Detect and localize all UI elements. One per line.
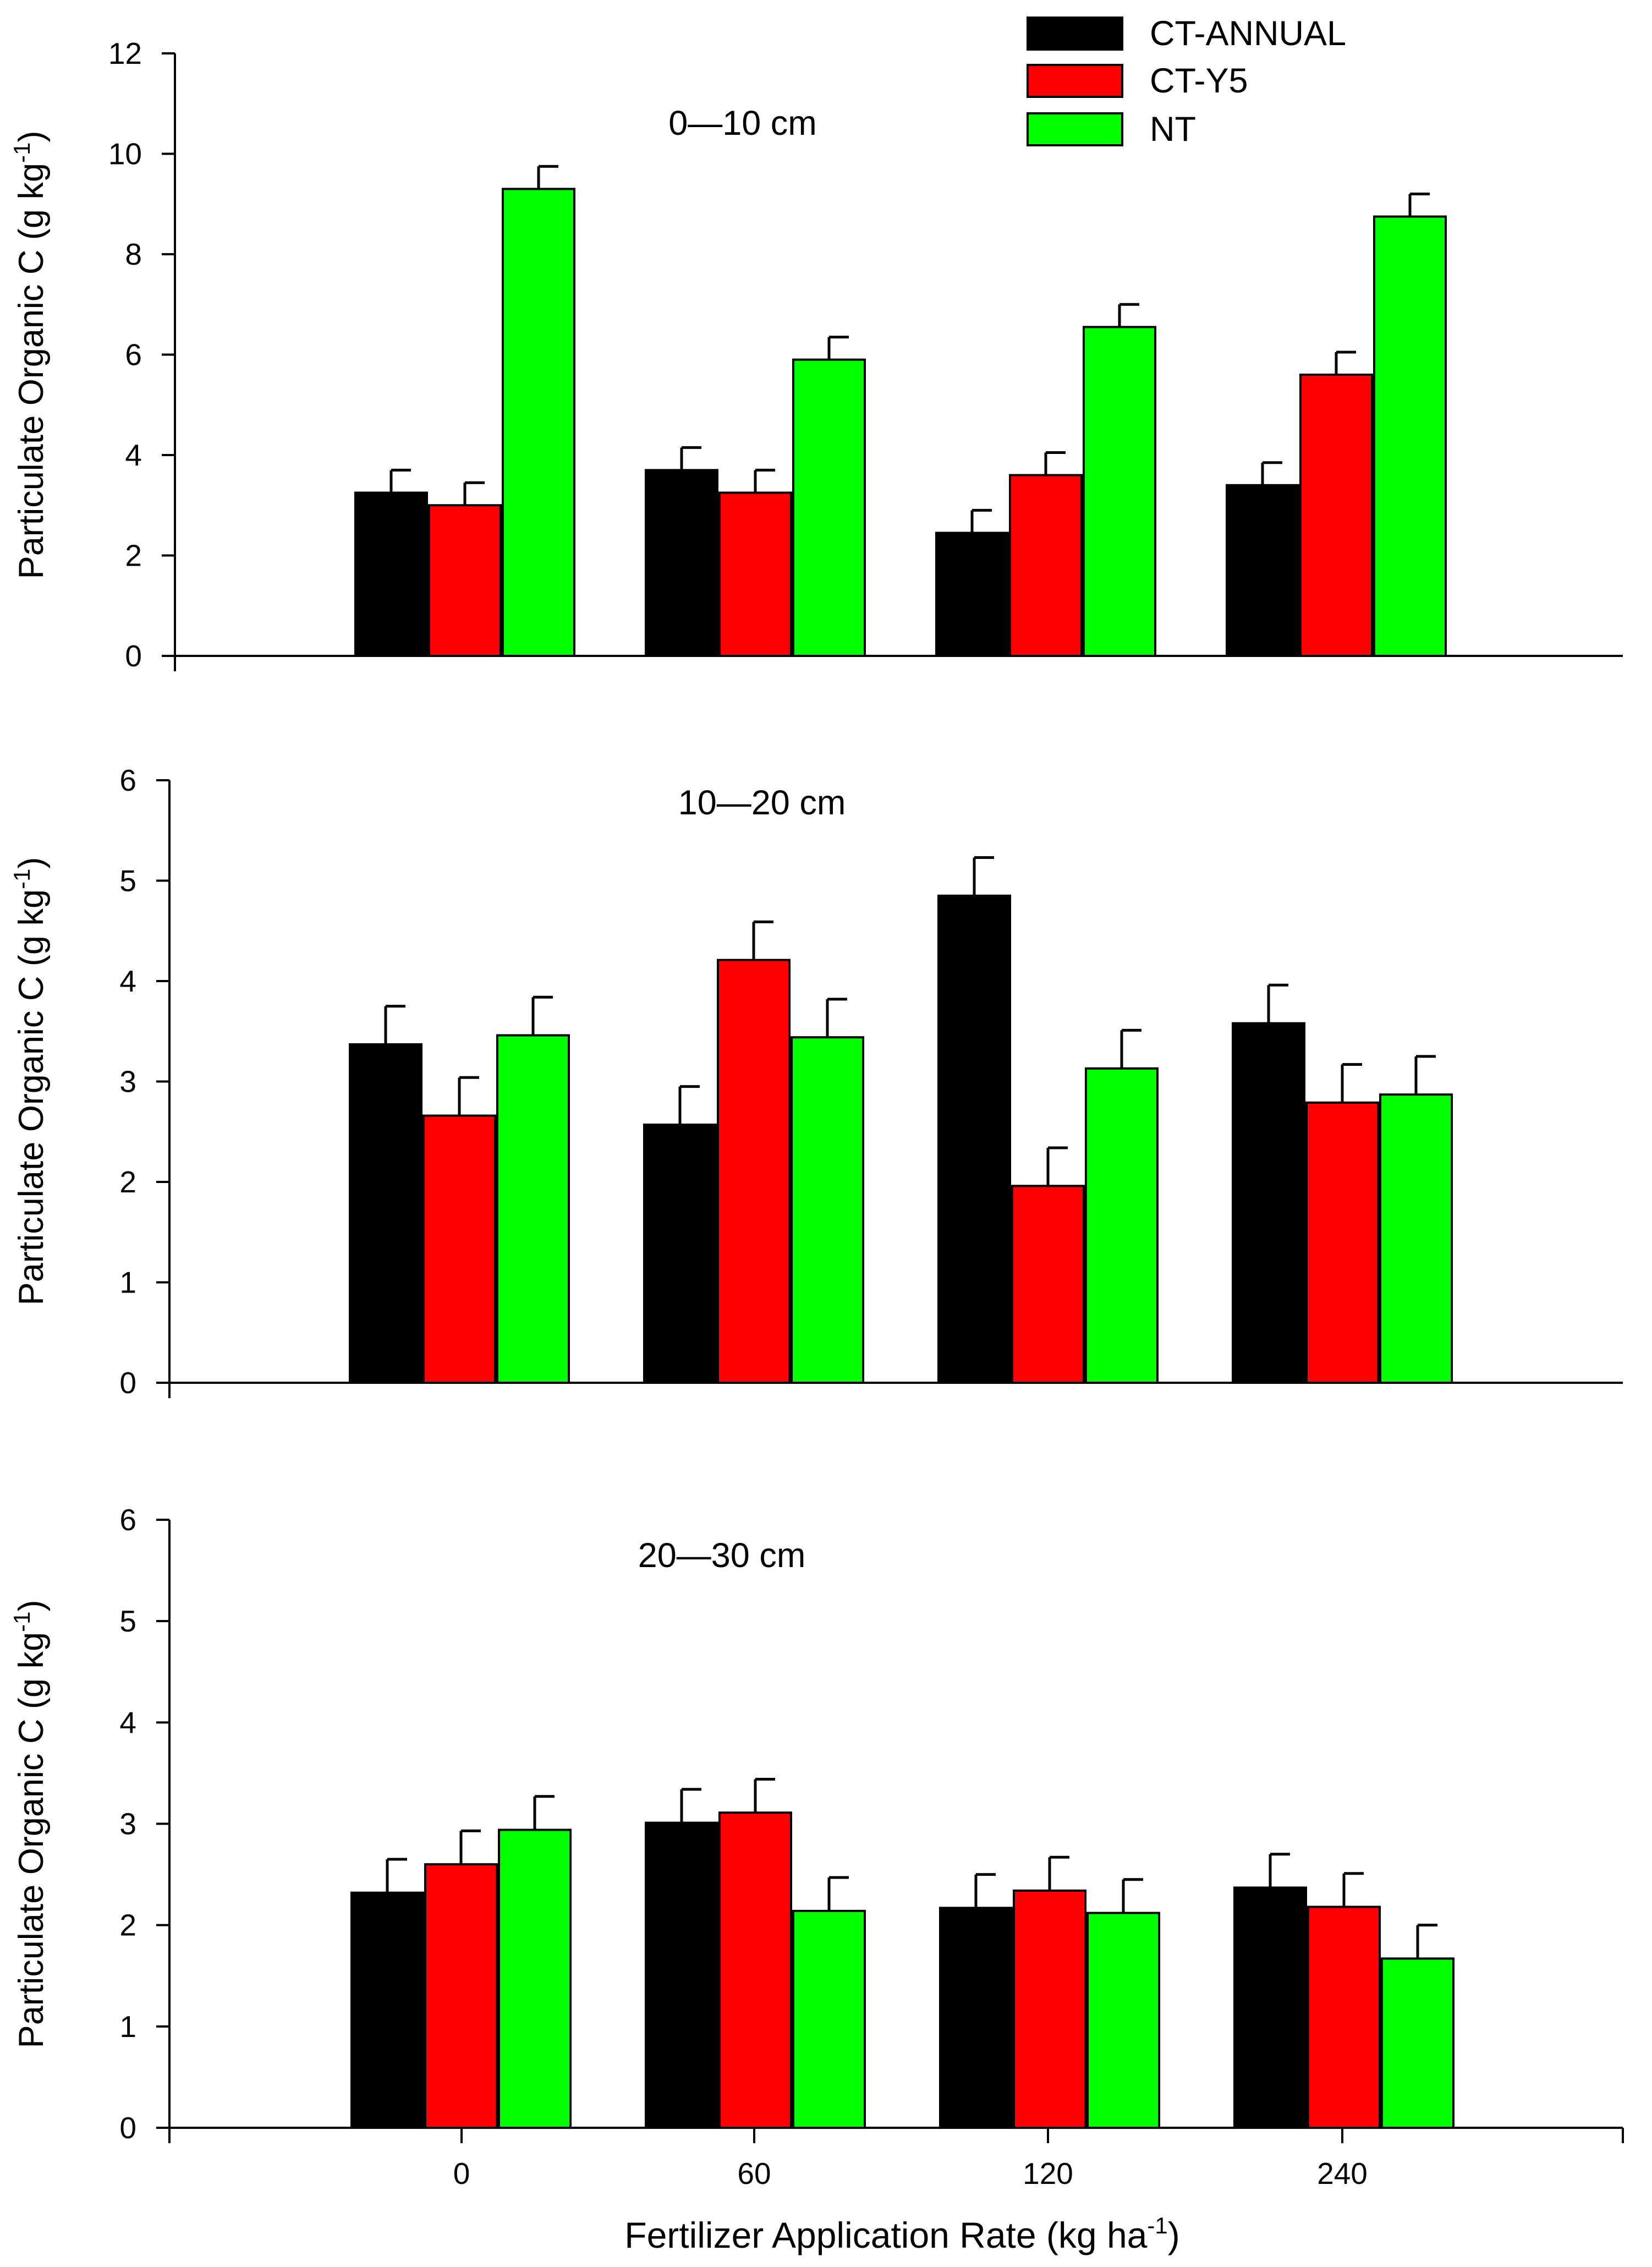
- y-tick-label: 4: [119, 1705, 136, 1739]
- bar-ct-annual-240: [1226, 484, 1299, 657]
- y-tick-label: 5: [119, 1604, 136, 1638]
- y-tick-label: 4: [125, 438, 142, 472]
- y-tick-label: 2: [119, 1908, 136, 1942]
- bar-ct-annual-60: [643, 1123, 717, 1384]
- y-tick-label: 12: [108, 36, 142, 70]
- y-tick-label: 0: [125, 639, 142, 673]
- bar-ct-annual-240: [1232, 1022, 1305, 1384]
- bar-nt-60: [791, 1036, 864, 1384]
- bar-ct-y5-240: [1305, 1101, 1379, 1384]
- bar-ct-annual-240: [1233, 1886, 1307, 2129]
- panel-depth-label: 20—30 cm: [638, 1536, 806, 1575]
- bar-ct-annual-120: [939, 1907, 1013, 2129]
- bar-nt-0: [502, 188, 575, 657]
- y-tick-label: 0: [119, 1366, 136, 1400]
- y-tick-label: 1: [119, 2009, 136, 2044]
- y-tick-label: 6: [119, 763, 136, 797]
- x-tick-label: 60: [737, 2156, 771, 2191]
- y-axis-title: Particulate Organic C (g kg-1): [9, 857, 51, 1306]
- bar-ct-y5-0: [424, 1863, 498, 2129]
- bar-ct-annual-120: [935, 532, 1009, 657]
- chart-panel-3: 0 1 2 3 4 5 6 Particulate Organic C (g kg-1) 20—…: [9, 1503, 1624, 2191]
- bar-ct-annual-120: [937, 894, 1011, 1384]
- y-tick-label: 2: [125, 539, 142, 573]
- panel-depth-label: 0—10 cm: [668, 104, 817, 143]
- bar-ct-y5-0: [422, 1114, 496, 1384]
- x-tick-label: 0: [453, 2156, 470, 2191]
- bar-nt-240: [1379, 1093, 1453, 1384]
- bar-nt-60: [792, 1909, 866, 2129]
- bar-ct-y5-240: [1299, 374, 1373, 657]
- bar-ct-annual-0: [349, 1043, 422, 1384]
- y-axis-title: Particulate Organic C (g kg-1): [9, 131, 51, 579]
- y-axis-title: Particulate Organic C (g kg-1): [9, 1600, 51, 2049]
- bar-ct-y5-60: [718, 491, 792, 657]
- bar-ct-y5-60: [717, 959, 791, 1384]
- bar-ct-y5-120: [1009, 474, 1083, 657]
- bar-ct-y5-120: [1011, 1185, 1085, 1384]
- bar-nt-0: [496, 1034, 570, 1384]
- bar-nt-120: [1083, 326, 1156, 657]
- y-tick-label: 4: [119, 964, 136, 998]
- legend-label-nt: NT: [1150, 110, 1196, 149]
- legend-swatch-ct-y5: [1027, 64, 1123, 98]
- y-tick-label: 6: [125, 338, 142, 372]
- y-tick-label: 5: [119, 864, 136, 898]
- y-tick-label: 3: [119, 1807, 136, 1841]
- bar-ct-y5-240: [1307, 1905, 1381, 2129]
- bar-ct-y5-120: [1013, 1890, 1086, 2129]
- bar-nt-0: [498, 1828, 572, 2129]
- y-tick-label: 10: [108, 137, 142, 171]
- y-tick-label: 3: [119, 1065, 136, 1099]
- panel-depth-label: 10—20 cm: [678, 784, 846, 822]
- bar-ct-annual-0: [350, 1891, 424, 2129]
- bar-ct-y5-60: [718, 1811, 792, 2129]
- x-axis-title: Fertilizer Application Rate (kg ha-1): [624, 2213, 1179, 2255]
- y-tick-label: 8: [125, 237, 142, 271]
- legend-label-ct-annual: CT-ANNUAL: [1150, 14, 1346, 53]
- x-tick-label: 240: [1317, 2156, 1368, 2191]
- legend-label-ct-y5: CT-Y5: [1150, 62, 1248, 100]
- bar-nt-120: [1086, 1912, 1160, 2129]
- bar-nt-240: [1373, 215, 1447, 657]
- y-tick-label: 2: [119, 1165, 136, 1199]
- bar-ct-annual-60: [645, 1821, 718, 2129]
- chart-panel-2: 0 1 2 3 4 5 6 Particulate Organic C (g kg-1) 10—…: [9, 763, 1623, 1400]
- legend-swatch-nt: [1027, 112, 1123, 146]
- y-tick-label: 6: [119, 1503, 136, 1537]
- legend: CT-ANNUAL CT-Y5 NT: [1027, 14, 1346, 149]
- y-tick-label: 0: [119, 2111, 136, 2145]
- chart-panel-1: 0 2 4 6 8 10 12 Particulate Organic C (g kg-1) 0…: [9, 36, 1623, 673]
- bar-ct-annual-60: [645, 469, 718, 657]
- bar-ct-annual-0: [354, 491, 428, 657]
- bar-ct-y5-0: [428, 504, 502, 657]
- bar-nt-120: [1085, 1067, 1159, 1384]
- bar-nt-60: [792, 358, 866, 657]
- y-tick-label: 1: [119, 1266, 136, 1300]
- x-tick-label: 120: [1023, 2156, 1073, 2191]
- bar-nt-240: [1381, 1957, 1455, 2129]
- legend-swatch-ct-annual: [1027, 17, 1123, 51]
